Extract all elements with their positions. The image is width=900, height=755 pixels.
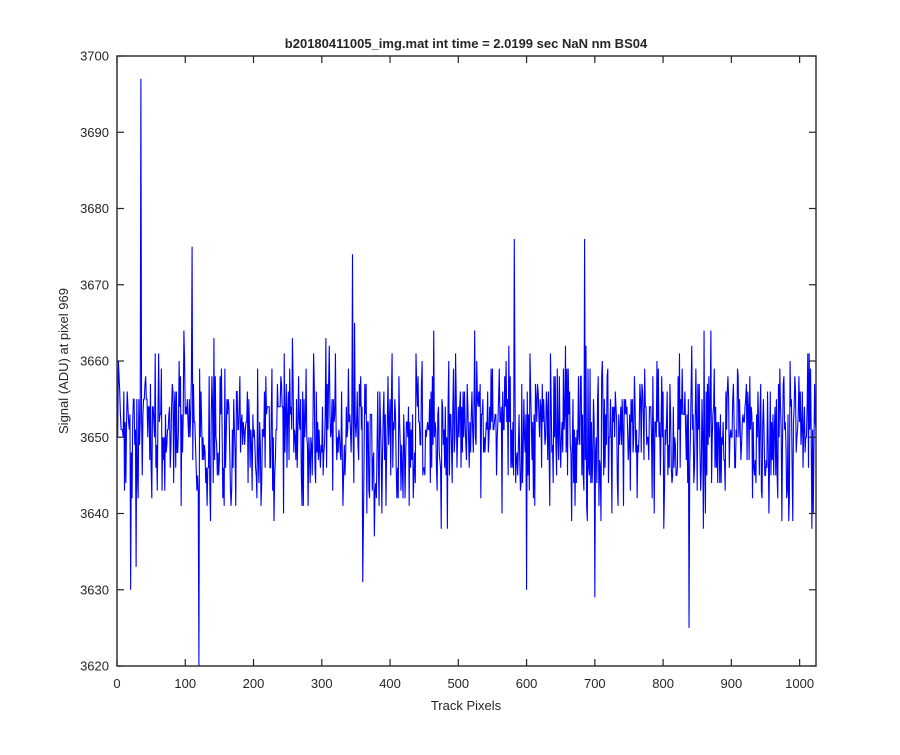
y-tick-label: 3660: [80, 354, 109, 369]
y-tick-label: 3690: [80, 125, 109, 140]
x-tick-label: 500: [447, 676, 469, 691]
signal-series-line: [117, 78, 817, 667]
y-tick-label: 3700: [80, 49, 109, 64]
y-tick-label: 3670: [80, 277, 109, 292]
x-tick-label: 600: [516, 676, 538, 691]
x-tick-label: 200: [243, 676, 265, 691]
plot-area: [117, 78, 817, 667]
y-tick-label: 3680: [80, 201, 109, 216]
y-tick-label: 3640: [80, 506, 109, 521]
y-tick-label: 3650: [80, 430, 109, 445]
axis-ticks: 0 100 200 300 400 500 600 700 800 900 1000 3620 3630…: [80, 49, 816, 691]
x-tick-label: 800: [652, 676, 674, 691]
x-tick-label: 300: [311, 676, 333, 691]
chart-title: b20180411005_img.mat int time = 2.0199 s…: [285, 36, 648, 51]
x-axis-label: Track Pixels: [431, 698, 502, 713]
x-tick-label: 1000: [785, 676, 814, 691]
x-tick-label: 100: [174, 676, 196, 691]
y-axis-label: Signal (ADU) at pixel 969: [56, 288, 71, 434]
x-tick-label: 400: [379, 676, 401, 691]
x-tick-label: 900: [721, 676, 743, 691]
y-tick-label: 3620: [80, 659, 109, 674]
y-tick-label: 3630: [80, 582, 109, 597]
x-tick-label: 0: [113, 676, 120, 691]
x-tick-label: 700: [584, 676, 606, 691]
